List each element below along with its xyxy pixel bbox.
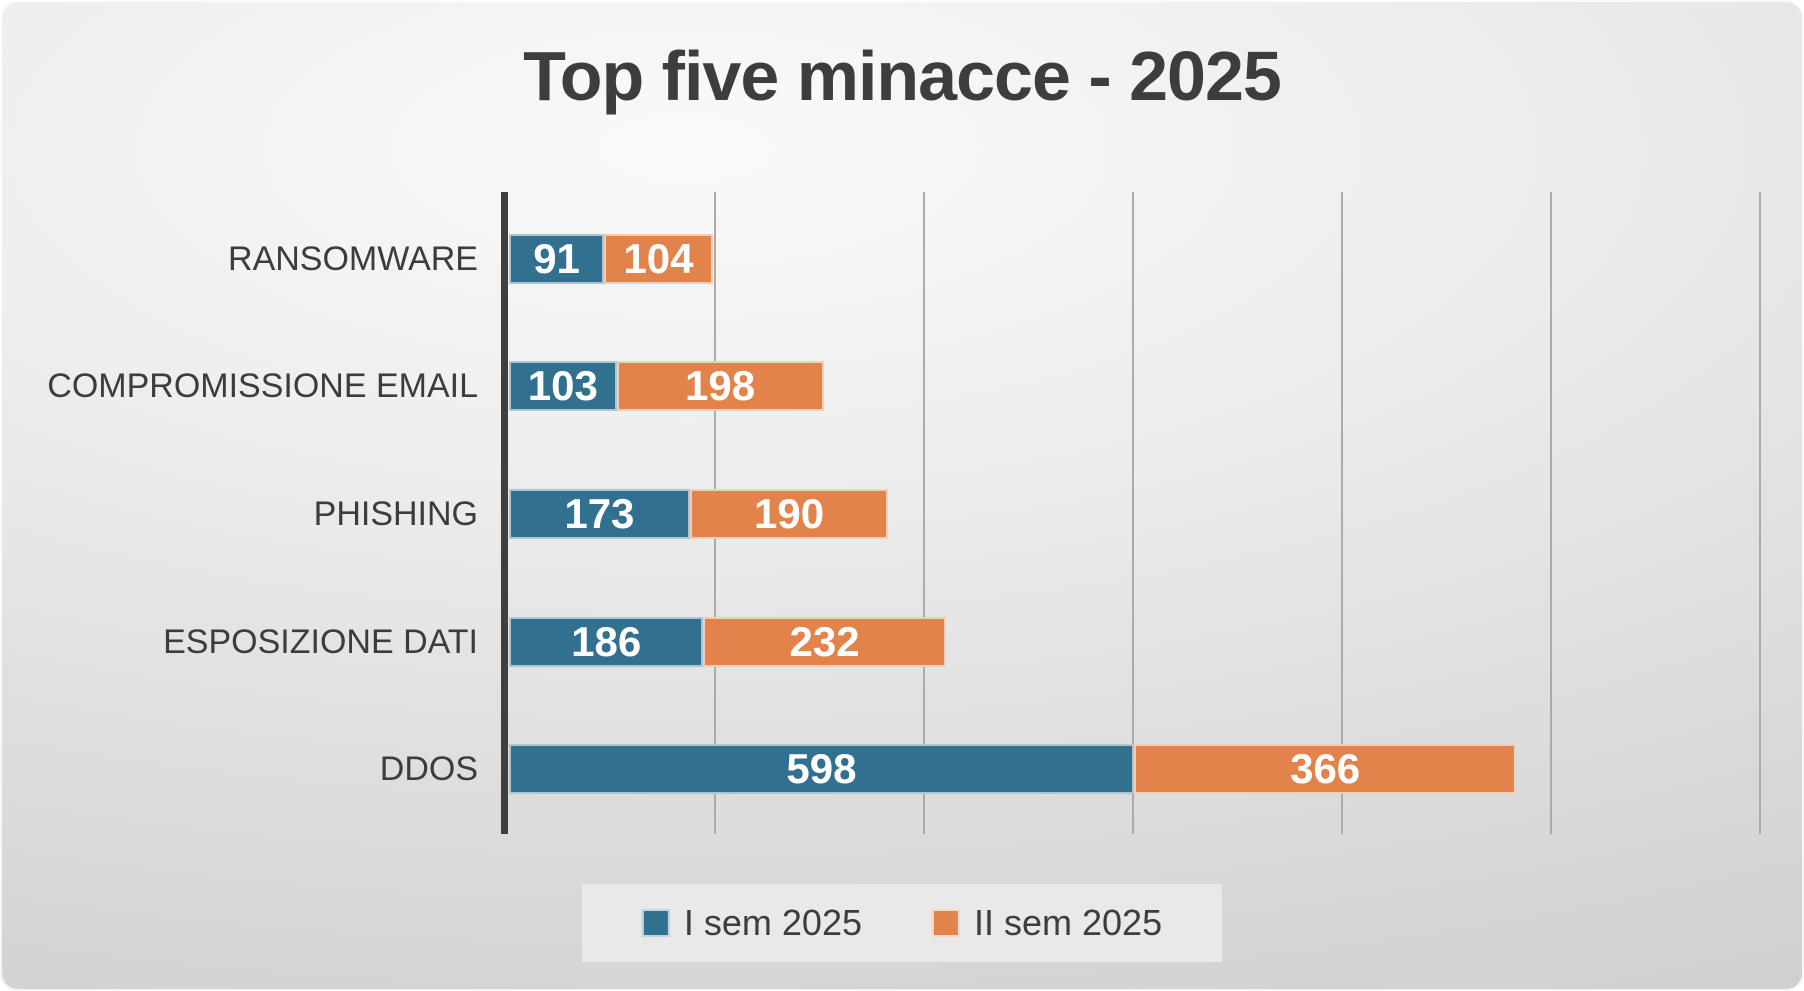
gridline bbox=[1132, 192, 1134, 834]
bar-value-label: 232 bbox=[789, 617, 860, 665]
bar-value-label: 173 bbox=[564, 490, 635, 537]
gridline bbox=[923, 192, 925, 834]
chart-title: Top five minacce - 2025 bbox=[523, 37, 1282, 115]
gridline bbox=[1550, 192, 1552, 834]
bar-segment-sem2: 198 bbox=[616, 361, 824, 412]
bar-segment-sem2: 104 bbox=[604, 233, 713, 284]
y-axis-line bbox=[501, 192, 508, 834]
bar-segment-sem1: 173 bbox=[509, 489, 690, 539]
category-label: PHISHING bbox=[313, 495, 478, 533]
legend-label: II sem 2025 bbox=[974, 902, 1163, 943]
bar-value-label: 190 bbox=[754, 490, 825, 537]
bar-segment-sem1: 598 bbox=[509, 744, 1134, 795]
category-label: RANSOMWARE bbox=[228, 239, 478, 278]
bar-segment-sem2: 366 bbox=[1133, 744, 1517, 795]
legend-label: I sem 2025 bbox=[683, 902, 862, 943]
category-label: ESPOSIZIONE DATI bbox=[163, 622, 478, 661]
legend-swatch-icon bbox=[932, 909, 960, 937]
category-label: DDOS bbox=[379, 750, 478, 789]
category-label: COMPROMISSIONE EMAIL bbox=[47, 367, 478, 406]
bar-value-label: 198 bbox=[685, 362, 756, 410]
bar-value-label: 366 bbox=[1290, 745, 1361, 793]
legend: I sem 2025 II sem 2025 bbox=[581, 884, 1223, 962]
bar-segment-sem1: 91 bbox=[509, 233, 605, 284]
bar-value-label: 186 bbox=[571, 617, 642, 665]
bar-value-label: 91 bbox=[533, 234, 580, 282]
legend-swatch-icon bbox=[641, 909, 670, 937]
gridline bbox=[1341, 192, 1343, 834]
bar-value-label: 598 bbox=[786, 745, 857, 793]
bar-segment-sem1: 103 bbox=[509, 361, 617, 412]
gridline bbox=[1759, 192, 1761, 834]
bar-value-label: 103 bbox=[527, 362, 598, 410]
bar-value-label: 104 bbox=[623, 234, 694, 282]
bar-segment-sem2: 190 bbox=[689, 489, 889, 539]
legend-item-sem1: I sem 2025 bbox=[641, 902, 862, 944]
bar-segment-sem2: 232 bbox=[703, 616, 946, 667]
bar-segment-sem1: 186 bbox=[509, 616, 704, 667]
legend-item-sem2: II sem 2025 bbox=[932, 902, 1162, 944]
